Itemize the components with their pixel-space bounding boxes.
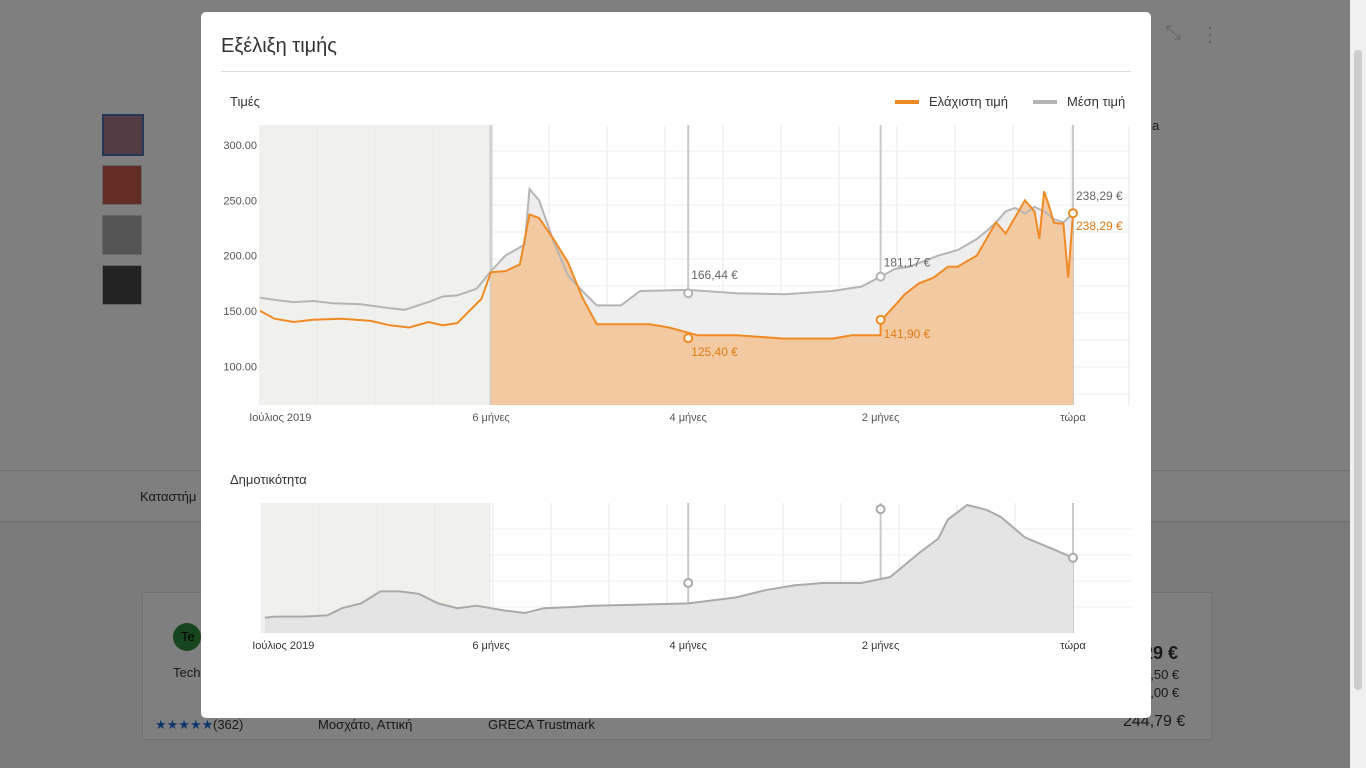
y-tick-label: 300.00	[223, 140, 257, 152]
popularity-section-label: Δημοτικότητα	[230, 472, 307, 487]
price-annotation-label: 125,40 €	[691, 345, 738, 359]
popularity-marker	[1068, 552, 1078, 563]
min-price-marker	[683, 333, 694, 344]
avg-price-marker	[875, 271, 886, 282]
price-annotation-label: 238,29 €	[1076, 189, 1123, 203]
legend-min-price[interactable]: Ελάχιστη τιμή	[895, 94, 1008, 109]
price-annotation-label: 181,17 €	[884, 256, 931, 270]
avg-price-marker	[683, 288, 694, 299]
x-tick-label: τώρα	[1060, 412, 1086, 424]
x-tick-label: 4 μήνες	[670, 640, 707, 652]
min-price-line	[259, 191, 1074, 340]
min-price-marker	[1068, 208, 1078, 219]
legend-avg-price-swatch	[1033, 99, 1057, 104]
legend-min-price-label: Ελάχιστη τιμή	[929, 94, 1008, 109]
legend-avg-price-label: Μέση τιμή	[1067, 94, 1126, 109]
scrollbar-thumb[interactable]	[1354, 50, 1362, 690]
page-scrollbar[interactable]	[1350, 0, 1366, 768]
more-options-icon[interactable]: ⋮	[1200, 24, 1220, 46]
price-annotation-label: 141,90 €	[884, 327, 931, 341]
y-tick-label: 150.00	[223, 306, 257, 318]
popularity-marker	[683, 578, 694, 588]
x-tick-label: Ιούλιος 2019	[249, 412, 311, 424]
modal-title: Εξέλιξη τιμής	[221, 35, 337, 57]
avg-price-line	[259, 186, 1074, 311]
legend-min-price-swatch	[895, 99, 919, 104]
price-annotation-label: 166,44 €	[691, 268, 738, 282]
min-price-area	[490, 191, 1073, 405]
x-tick-label: 4 μήνες	[670, 412, 707, 424]
x-tick-label: 6 μήνες	[472, 640, 509, 652]
prices-section-label: Τιμές	[230, 94, 260, 109]
popularity-chart[interactable]: Ιούλιος 2019 6 μήνες 4 μήνες 2 μήνες τώρα	[201, 497, 1151, 657]
popularity-area	[264, 505, 1073, 633]
price-history-modal: Εξέλιξη τιμής Τιμές Ελάχιστη τιμή Μέση τ…	[201, 12, 1151, 718]
legend-avg-price[interactable]: Μέση τιμή	[1033, 94, 1125, 109]
y-tick-label: 100.00	[223, 361, 257, 373]
x-tick-label: τώρα	[1060, 640, 1086, 652]
price-chart[interactable]: 300.00 250.00 200.00 150.00 100.00 Ιούλιος 20…	[201, 117, 1151, 442]
y-tick-label: 250.00	[223, 195, 257, 207]
x-tick-label: 6 μήνες	[472, 412, 509, 424]
popularity-marker	[875, 504, 886, 515]
x-tick-label: 2 μήνες	[862, 640, 899, 652]
collapse-icon[interactable]: ⤡	[1165, 22, 1181, 44]
x-tick-label: Ιούλιος 2019	[252, 640, 314, 652]
title-divider	[221, 71, 1131, 72]
price-annotation-label: 238,29 €	[1076, 219, 1123, 233]
min-price-marker	[875, 314, 886, 325]
y-tick-label: 200.00	[223, 251, 257, 263]
popularity-line	[264, 503, 1074, 619]
x-tick-label: 2 μήνες	[862, 412, 899, 424]
